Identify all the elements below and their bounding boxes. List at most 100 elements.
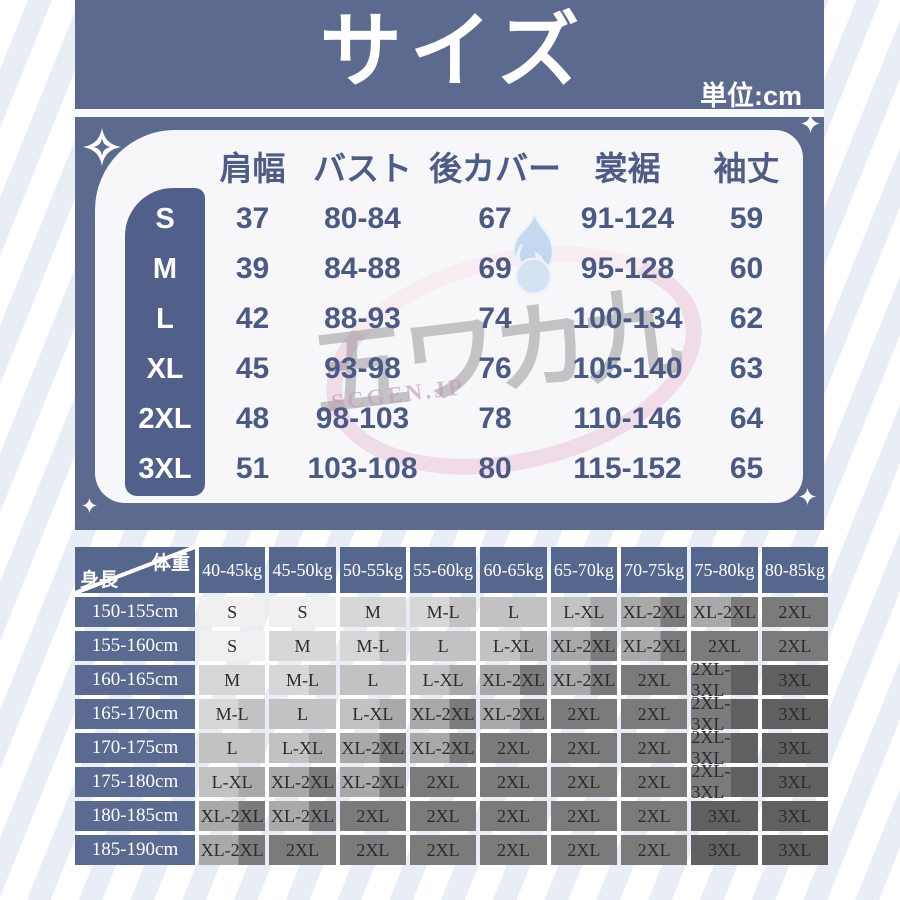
size-table-corner-blank	[95, 138, 205, 194]
matrix-size-cell: S	[269, 597, 336, 627]
sparkle-icon	[82, 498, 97, 513]
matrix-size-cell: 2XL	[621, 835, 688, 865]
size-value-cell: 80	[478, 452, 512, 485]
size-column-header: 裳裾	[594, 150, 661, 187]
matrix-size-cell: 2XL-3XL	[691, 693, 758, 734]
matrix-size-cell: L	[480, 597, 547, 627]
size-column-header: バスト	[313, 150, 412, 187]
brand-watermark: 五ワカ九 SCGEN.JP	[303, 211, 735, 503]
matrix-size-cell: XL-2XL	[269, 767, 336, 797]
matrix-size-cell: L	[339, 665, 406, 695]
size-value-cell: 60	[729, 252, 764, 285]
height-row-header: 150-155cm	[75, 597, 195, 627]
matrix-size-cell: 2XL	[410, 767, 477, 797]
matrix-size-cell: M-L	[339, 631, 406, 661]
weight-column-header: 60-65kg	[480, 547, 547, 593]
size-value-cell: 95-128	[580, 252, 675, 285]
size-value-cell: 69	[478, 252, 512, 285]
weight-column-header: 70-75kg	[621, 547, 688, 593]
matrix-size-cell: 3XL	[761, 801, 828, 831]
matrix-size-cell: 2XL	[480, 801, 547, 831]
matrix-size-cell: M-L	[410, 597, 477, 627]
matrix-size-cell: 2XL	[621, 665, 688, 695]
weight-axis-label: 体重	[151, 553, 190, 574]
matrix-size-cell: M	[269, 631, 336, 661]
matrix-size-cell: 2XL	[621, 733, 688, 763]
matrix-size-cell: XL-2XL	[199, 801, 266, 831]
matrix-size-cell: M	[339, 597, 406, 627]
matrix-size-cell: 3XL	[691, 801, 758, 831]
matrix-size-cell: L-XL	[199, 767, 266, 797]
height-row-header: 185-190cm	[75, 835, 195, 865]
size-value-cell: 93-98	[324, 352, 401, 385]
weight-column-header: 40-45kg	[199, 547, 266, 593]
matrix-size-cell: S	[199, 597, 266, 627]
matrix-size-cell: XL-2XL	[621, 631, 688, 661]
page-title: サイズ	[319, 6, 588, 97]
matrix-size-cell: 2XL	[621, 699, 688, 729]
matrix-size-cell: XL-2XL	[550, 631, 617, 661]
size-value-cell: 74	[478, 302, 512, 335]
blue-panel: サイズ 単位:cm 五ワカ九 SCGEN.JP	[75, 0, 824, 530]
size-value-cell: 51	[235, 452, 270, 485]
size-value-cell: 45	[235, 352, 270, 385]
height-axis-label: 身長	[80, 570, 119, 591]
matrix-size-cell: XL-2XL	[480, 699, 547, 729]
size-column-header: 後カバー	[429, 150, 561, 187]
sparkle-icon	[83, 128, 121, 166]
unit-label: 単位:cm	[699, 81, 802, 111]
size-label-cell: 2XL	[95, 394, 205, 444]
matrix-size-cell: XL-2XL	[339, 733, 406, 763]
height-row-header: 180-185cm	[75, 801, 195, 831]
size-label: 2XL	[138, 402, 192, 435]
size-value-cell: 84-88	[324, 252, 401, 285]
size-value-cell: 115-152	[573, 452, 682, 485]
matrix-size-cell: 2XL	[550, 733, 617, 763]
weight-column-header: 75-80kg	[691, 547, 758, 593]
size-label-cell: XL	[95, 344, 205, 394]
matrix-size-cell: XL-2XL	[621, 597, 688, 627]
height-row-header: 175-180cm	[75, 767, 195, 797]
matrix-size-cell: 2XL	[550, 699, 617, 729]
size-label: M	[152, 252, 178, 285]
matrix-size-cell: XL-2XL	[269, 801, 336, 831]
matrix-size-cell: M-L	[269, 665, 336, 695]
size-value-cell: 76	[478, 352, 512, 385]
height-weight-table: 体重 身長 40-45kg 45-50kg 50-55kg 55-60kg 60-65k…	[75, 547, 828, 865]
matrix-size-cell: L	[269, 699, 336, 729]
weight-column-header: 45-50kg	[269, 547, 336, 593]
size-label-cell: S	[95, 194, 205, 244]
size-value-cell: 98-103	[315, 402, 410, 435]
size-label: XL	[146, 352, 184, 385]
weight-column-header: 50-55kg	[339, 547, 406, 593]
sparkle-icon	[801, 114, 820, 133]
size-label: L	[156, 302, 174, 335]
size-value-cell: 65	[729, 452, 764, 485]
matrix-size-cell: 2XL-3XL	[691, 727, 758, 768]
size-table-card: 五ワカ九 SCGEN.JP 肩幅 バスト 後カバー 裳裾 袖丈 S 37 80-84 67 91-…	[95, 130, 803, 503]
matrix-size-cell: 2XL	[480, 767, 547, 797]
size-value-cell: 91-124	[580, 202, 675, 235]
size-value-cell: 63	[729, 352, 764, 385]
height-row-header: 160-165cm	[75, 665, 195, 695]
size-label: S	[155, 202, 175, 235]
height-row-header: 165-170cm	[75, 699, 195, 729]
size-table: 肩幅 バスト 後カバー 裳裾 袖丈 S 37 80-84 67 91-124 59 M 39 84-88 6…	[95, 138, 803, 494]
size-value-cell: 105-140	[572, 352, 683, 385]
size-label-column	[125, 188, 205, 496]
separator-line	[75, 109, 824, 117]
matrix-size-cell: XL-2XL	[550, 665, 617, 695]
matrix-size-cell: 3XL	[761, 699, 828, 729]
matrix-size-cell: 2XL	[761, 631, 828, 661]
matrix-size-cell: XL-2XL	[410, 699, 477, 729]
weight-column-header: 80-85kg	[761, 547, 828, 593]
size-value-cell: 110-146	[573, 402, 682, 435]
size-value-cell: 39	[235, 252, 270, 285]
size-label: 3XL	[138, 452, 192, 485]
matrix-corner-cell: 体重 身長	[75, 547, 195, 593]
size-value-cell: 88-93	[324, 302, 401, 335]
height-row-header: 170-175cm	[75, 733, 195, 763]
matrix-size-cell: 2XL	[339, 835, 406, 865]
matrix-size-cell: L-XL	[269, 733, 336, 763]
